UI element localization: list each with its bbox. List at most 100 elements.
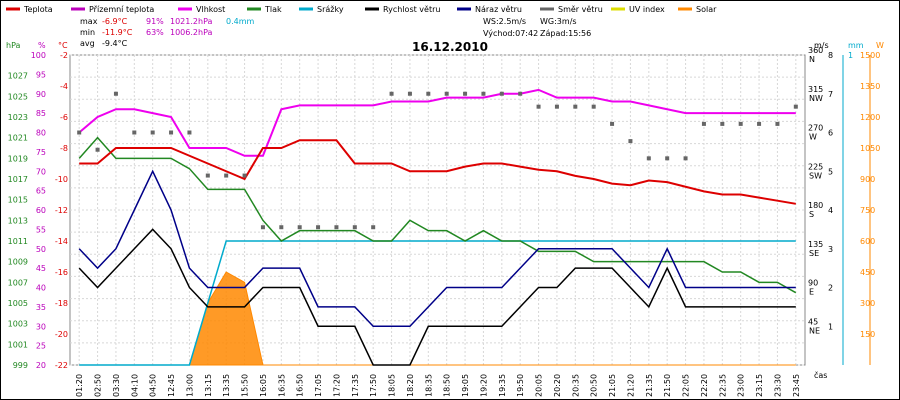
legend-label-uv: UV index	[629, 5, 665, 14]
legend-label-solar: Solar	[696, 5, 717, 14]
wind-tick-label: 4	[828, 206, 833, 215]
unit-solar: W	[876, 41, 884, 50]
x-tick-label: 16:35	[277, 374, 286, 397]
unit-hum: %	[38, 41, 46, 50]
direction-point	[720, 121, 725, 126]
chart-title: 16.12.2010	[412, 40, 488, 54]
direction-point	[169, 130, 174, 135]
solar-tick-label: 300	[860, 299, 875, 308]
x-tick-label: 18:20	[406, 374, 415, 397]
humidity-tick-label: 20	[36, 361, 46, 370]
solar-tick-label: 600	[860, 237, 875, 246]
humidity-tick-label: 85	[36, 109, 46, 118]
direction-compass-label: SE	[809, 249, 819, 258]
gust-line	[78, 169, 796, 327]
pressure-tick-label: 1015	[8, 196, 28, 205]
temperature-tick-label: -12	[55, 206, 68, 215]
pressure-tick-label: 1005	[8, 299, 28, 308]
x-tick-label: 17:05	[314, 374, 323, 397]
humidity-tick-label: 90	[36, 90, 46, 99]
x-tick-label: 02:50	[94, 374, 103, 397]
legend-label-wind: Rychlost větru	[383, 5, 440, 14]
unit-time: čas	[814, 370, 827, 380]
stats-block: max -6.9°C 91% 1021.2hPa 0.4mm min -11.9…	[80, 17, 591, 48]
pressure-tick-label: 1001	[8, 340, 28, 349]
direction-point	[573, 104, 578, 109]
wind-line	[78, 228, 796, 366]
pressure-line	[78, 136, 797, 294]
humidity-tick-label: 45	[36, 264, 46, 273]
direction-point	[389, 91, 394, 96]
x-tick-label: 20:20	[553, 374, 562, 397]
temperature-tick-label: -10	[55, 175, 68, 184]
direction-deg-label: 45	[808, 317, 818, 326]
x-tick-label: 23:45	[792, 374, 801, 397]
direction-deg-label: 90	[808, 279, 818, 288]
x-tick-label: 16:05	[259, 374, 268, 397]
x-tick-label: 21:20	[626, 374, 635, 397]
temperature-tick-label: -6	[60, 113, 68, 122]
direction-compass-label: S	[809, 210, 814, 219]
legend-label-temp: Teplota	[23, 5, 53, 14]
pressure-tick-label: 1007	[8, 278, 28, 287]
direction-compass-label: N	[809, 55, 815, 64]
x-tick-label: 13:00	[185, 374, 194, 397]
direction-point	[352, 225, 357, 230]
x-tick-label: 21:05	[608, 374, 617, 397]
x-tick-label: 23:30	[773, 374, 782, 397]
x-tick-label: 18:50	[443, 374, 452, 397]
stat-max-temp: -6.9°C	[102, 17, 128, 26]
direction-deg-label: 180	[808, 201, 823, 210]
humidity-tick-label: 25	[36, 342, 46, 351]
direction-point	[113, 91, 118, 96]
humidity-line	[78, 88, 796, 157]
humidity-tick-label: 55	[36, 225, 46, 234]
stat-min-press: 1006.2hPa	[170, 28, 213, 37]
direction-compass-label: SW	[809, 171, 822, 180]
x-tick-label: 18:05	[388, 374, 397, 397]
direction-point	[518, 91, 523, 96]
stat-min-label: min	[80, 28, 95, 37]
direction-point	[150, 130, 155, 135]
legend-label-pressure: Tlak	[264, 5, 282, 14]
direction-compass-label: W	[809, 133, 817, 142]
legend-label-rain: Srážky	[317, 5, 344, 14]
legend-label-windchill: Přízemní teplota	[89, 5, 154, 14]
rain-tick-label: 1	[848, 51, 853, 60]
solar-tick-label: 150	[860, 330, 875, 339]
x-tick-label: 17:20	[332, 374, 341, 397]
x-tick-label: 19:35	[498, 374, 507, 397]
humidity-tick-label: 60	[36, 206, 46, 215]
direction-point	[77, 130, 82, 135]
wind-tick-label: 5	[828, 167, 833, 176]
direction-deg-label: 225	[808, 162, 823, 171]
legend-label-dir: Směr větru	[558, 5, 603, 14]
direction-point	[316, 225, 321, 230]
direction-point	[371, 225, 376, 230]
stat-avg-label: avg	[80, 39, 95, 48]
direction-point	[628, 139, 633, 144]
direction-point	[554, 104, 559, 109]
solar-tick-label: 750	[860, 206, 875, 215]
direction-deg-label: 135	[808, 240, 823, 249]
x-tick-label: 04:10	[130, 374, 139, 397]
unit-wind: m/s	[814, 41, 829, 50]
x-tick-label: 13:15	[204, 374, 213, 397]
direction-deg-label: 315	[808, 85, 823, 94]
x-tick-label: 19:05	[461, 374, 470, 397]
x-tick-label: 22:05	[682, 374, 691, 397]
solar-tick-label: 900	[860, 175, 875, 184]
x-tick-label: 17:50	[369, 374, 378, 397]
humidity-tick-label: 30	[36, 322, 46, 331]
x-tick-label: 03:30	[112, 374, 121, 397]
direction-point	[444, 91, 449, 96]
pressure-tick-label: 1011	[8, 237, 28, 246]
stat-sunset: Západ:15:56	[540, 29, 591, 38]
direction-point	[426, 91, 431, 96]
pressure-tick-label: 1021	[8, 134, 28, 143]
temperature-tick-label: -2	[60, 51, 68, 60]
wind-tick-label: 3	[828, 245, 833, 254]
direction-point	[536, 104, 541, 109]
temperature-tick-label: -8	[60, 144, 68, 153]
